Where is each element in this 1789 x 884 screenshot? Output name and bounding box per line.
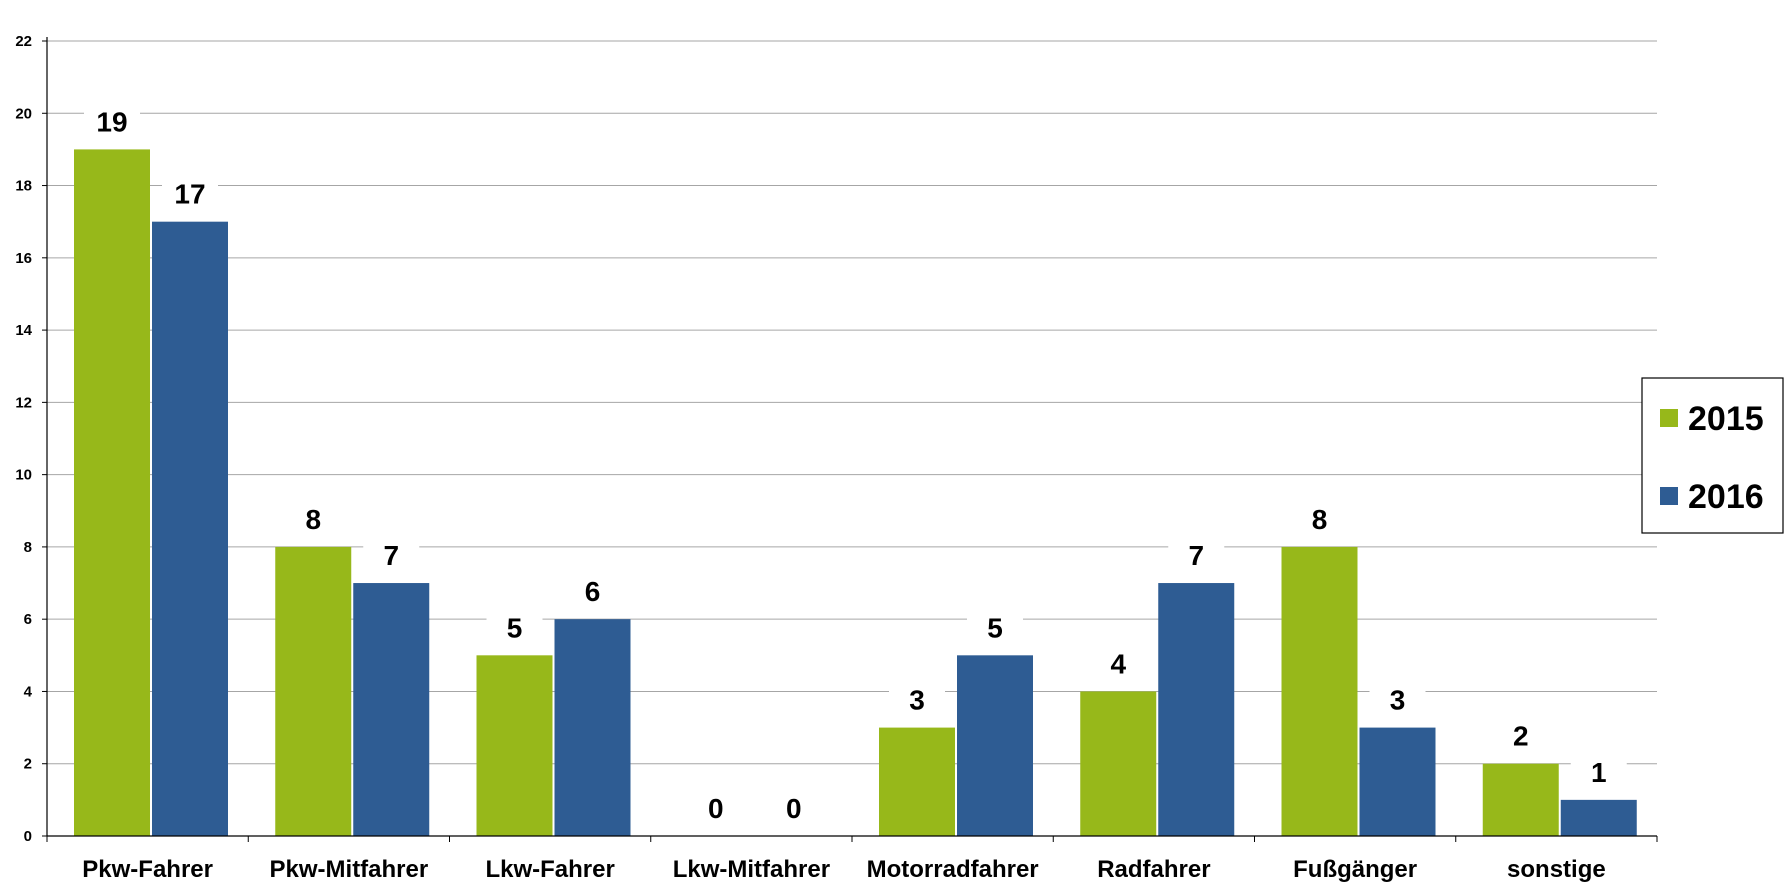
x-category-label: Lkw-Fahrer — [485, 856, 614, 883]
y-tick-label: 22 — [15, 33, 32, 50]
data-label-background — [1570, 759, 1627, 790]
data-label: 3 — [1390, 685, 1406, 716]
data-labels: 19 17 8 7 5 6 0 0 3 5 4 7 8 3 2 1 — [84, 106, 1627, 826]
data-label-background — [486, 615, 543, 646]
legend-swatch-2015 — [1660, 409, 1678, 427]
bar-2015 — [476, 655, 553, 836]
legend: 2015 2016 — [1641, 377, 1784, 534]
data-label: 2 — [1513, 721, 1529, 752]
data-label: 6 — [585, 576, 601, 607]
data-label: 7 — [1188, 540, 1204, 571]
x-axis-categories: Pkw-Fahrer Pkw-Mitfahrer Lkw-Fahrer Lkw-Mit… — [82, 856, 1605, 883]
bar-2016 — [1359, 727, 1436, 836]
bar-2015 — [1080, 691, 1157, 836]
bar-2016 — [1560, 799, 1637, 836]
axes — [46, 37, 1658, 842]
data-label: 4 — [1110, 648, 1126, 679]
bar-2015 — [1281, 546, 1358, 836]
bar-2015 — [879, 727, 955, 836]
data-label: 17 — [174, 179, 205, 210]
bar-2016 — [1158, 583, 1235, 836]
data-label-background — [889, 687, 945, 718]
bars — [74, 149, 1637, 837]
y-tick-label: 12 — [15, 394, 32, 411]
bar-2016 — [554, 619, 631, 836]
data-label: 0 — [708, 793, 724, 824]
data-label: 8 — [1312, 504, 1328, 535]
y-tick-label: 14 — [15, 322, 32, 339]
data-label-background — [1090, 651, 1147, 682]
y-tick-label: 18 — [15, 178, 32, 195]
bar-2015 — [275, 546, 352, 836]
x-category-label: Radfahrer — [1097, 856, 1210, 883]
y-tick-label: 6 — [24, 611, 32, 628]
data-label: 7 — [383, 540, 399, 571]
data-label: 5 — [987, 612, 1003, 643]
bar-2015 — [1482, 763, 1559, 836]
data-label-background — [1369, 687, 1426, 718]
data-label-background — [687, 796, 744, 826]
legend-label: 2016 — [1688, 478, 1764, 516]
y-axis-ticks: 0 2 4 6 8 10 12 14 16 18 20 22 — [15, 33, 47, 845]
bar-2015 — [74, 149, 150, 837]
data-label-background — [1492, 723, 1549, 754]
data-label-background — [285, 506, 342, 537]
bar-2016 — [353, 583, 430, 836]
data-label: 1 — [1591, 757, 1607, 788]
data-label: 3 — [909, 685, 925, 716]
data-label-background — [84, 109, 140, 140]
data-label: 8 — [305, 504, 321, 535]
y-tick-label: 10 — [15, 467, 32, 484]
legend-box — [1641, 377, 1784, 534]
x-category-label: Fußgänger — [1293, 856, 1417, 883]
data-label-background — [765, 796, 822, 826]
data-label-background — [967, 615, 1023, 646]
data-label-background — [564, 579, 621, 610]
x-category-label: Lkw-Mitfahrer — [673, 856, 830, 883]
x-category-label: Motorradfahrer — [867, 856, 1039, 883]
data-label: 5 — [507, 612, 523, 643]
legend-swatch-2016 — [1660, 487, 1678, 505]
y-tick-label: 8 — [24, 539, 32, 556]
data-label-background — [1291, 506, 1348, 537]
data-label: 19 — [96, 106, 127, 137]
data-label: 0 — [786, 793, 802, 824]
bar-2016 — [152, 221, 228, 836]
y-tick-label: 20 — [15, 105, 32, 122]
x-category-label: Pkw-Mitfahrer — [270, 856, 429, 883]
data-label-background — [1168, 543, 1225, 574]
data-label-background — [363, 543, 420, 574]
legend-label: 2015 — [1688, 400, 1764, 438]
y-tick-label: 2 — [24, 756, 32, 773]
x-category-label: sonstige — [1507, 856, 1606, 883]
bar-2016 — [957, 655, 1033, 836]
y-tick-label: 0 — [24, 828, 32, 845]
x-category-label: Pkw-Fahrer — [82, 856, 213, 883]
y-tick-label: 4 — [24, 683, 33, 700]
data-label-background — [162, 181, 218, 212]
y-tick-label: 16 — [15, 250, 32, 267]
